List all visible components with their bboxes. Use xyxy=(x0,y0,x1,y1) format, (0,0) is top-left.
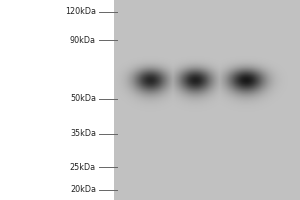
Text: 25kDa: 25kDa xyxy=(70,163,96,172)
Bar xyxy=(114,0,300,200)
Text: 90kDa: 90kDa xyxy=(70,36,96,45)
Text: 120kDa: 120kDa xyxy=(65,7,96,16)
Bar xyxy=(0,0,114,200)
Text: 35kDa: 35kDa xyxy=(70,129,96,138)
Text: 50kDa: 50kDa xyxy=(70,94,96,103)
Text: 20kDa: 20kDa xyxy=(70,185,96,194)
